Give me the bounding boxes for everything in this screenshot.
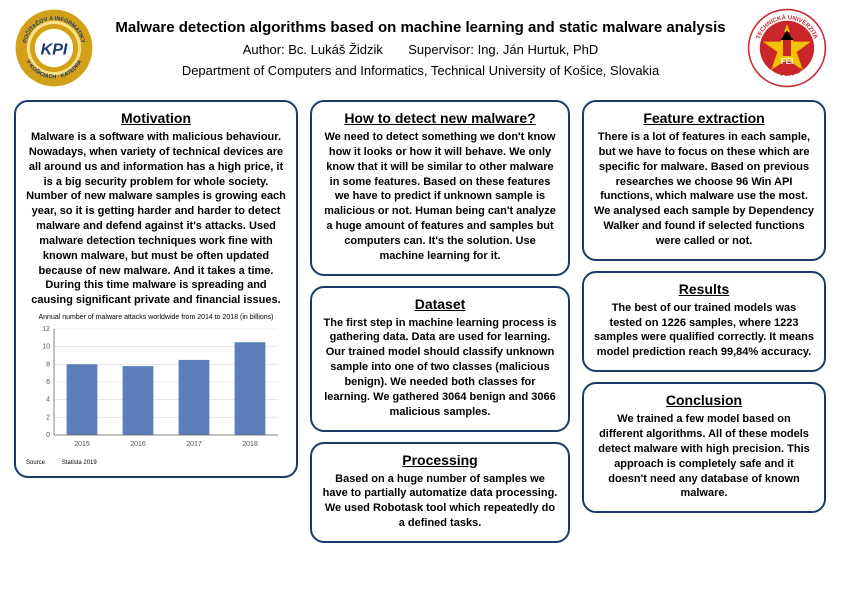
panel-body: We trained a few model based on differen… [594,412,814,501]
panel-dataset: Dataset The first step in machine learni… [310,286,570,432]
panel-conclusion: Conclusion We trained a few model based … [582,382,826,513]
svg-text:KPI: KPI [41,41,68,58]
svg-text:12: 12 [42,326,50,333]
panel-title: Motivation [26,110,286,126]
svg-text:2016: 2016 [130,441,146,448]
header: KPI POČÍTAČOV A INFORMATIKY V KOŠICIACH … [0,0,841,92]
author-label: Author: [243,42,285,57]
tuke-logo: FEI TECHNICKÁ UNIVERZITA · KOŠICE · [747,8,827,88]
column-left: Motivation Malware is a software with ma… [14,100,298,543]
chart-footer: Source Statista 2019 [26,460,286,466]
svg-text:0: 0 [46,432,50,439]
svg-text:8: 8 [46,361,50,368]
author-line: Author: Bc. Lukáš Židzik Supervisor: Ing… [104,42,737,57]
column-middle: How to detect new malware? We need to de… [310,100,570,543]
panel-title: How to detect new malware? [322,110,558,126]
department-line: Department of Computers and Informatics,… [104,63,737,78]
content-grid: Motivation Malware is a software with ma… [0,92,841,553]
svg-text:4: 4 [46,397,50,404]
supervisor-name: Ing. Ján Hurtuk, PhD [478,42,599,57]
panel-title: Processing [322,452,558,468]
panel-body: The best of our trained models was teste… [594,301,814,360]
panel-body: There is a lot of features in each sampl… [594,130,814,249]
svg-text:2018: 2018 [242,441,258,448]
panel-detect: How to detect new malware? We need to de… [310,100,570,276]
panel-title: Dataset [322,296,558,312]
panel-body: Based on a huge number of samples we hav… [322,472,558,531]
supervisor-label: Supervisor: [408,42,474,57]
svg-text:FEI: FEI [781,57,793,66]
svg-text:10: 10 [42,344,50,351]
panel-motivation: Motivation Malware is a software with ma… [14,100,298,478]
panel-title: Feature extraction [594,110,814,126]
panel-title: Results [594,281,814,297]
kpi-logo: KPI POČÍTAČOV A INFORMATIKY V KOŠICIACH … [14,8,94,88]
panel-body: The first step in machine learning proce… [322,316,558,420]
chart-source-value: Statista 2019 [62,460,97,466]
column-right: Feature extraction There is a lot of fea… [582,100,826,543]
chart-caption: Annual number of malware attacks worldwi… [26,314,286,321]
svg-text:2015: 2015 [74,441,90,448]
header-text: Malware detection algorithms based on ma… [104,19,737,78]
svg-text:6: 6 [46,379,50,386]
panel-body: We need to detect something we don't kno… [322,130,558,264]
panel-body: Malware is a software with malicious beh… [26,130,286,308]
panel-processing: Processing Based on a huge number of sam… [310,442,570,543]
author-name: Bc. Lukáš Židzik [288,42,383,57]
panel-title: Conclusion [594,392,814,408]
svg-text:2: 2 [46,414,50,421]
svg-text:2017: 2017 [186,441,202,448]
malware-chart: 0 2 4 6 8 10 12 2015 2016 2017 2018 [26,323,286,453]
panel-feature: Feature extraction There is a lot of fea… [582,100,826,261]
panel-results: Results The best of our trained models w… [582,271,826,372]
chart-source-label: Source [26,460,45,466]
poster-title: Malware detection algorithms based on ma… [104,19,737,36]
